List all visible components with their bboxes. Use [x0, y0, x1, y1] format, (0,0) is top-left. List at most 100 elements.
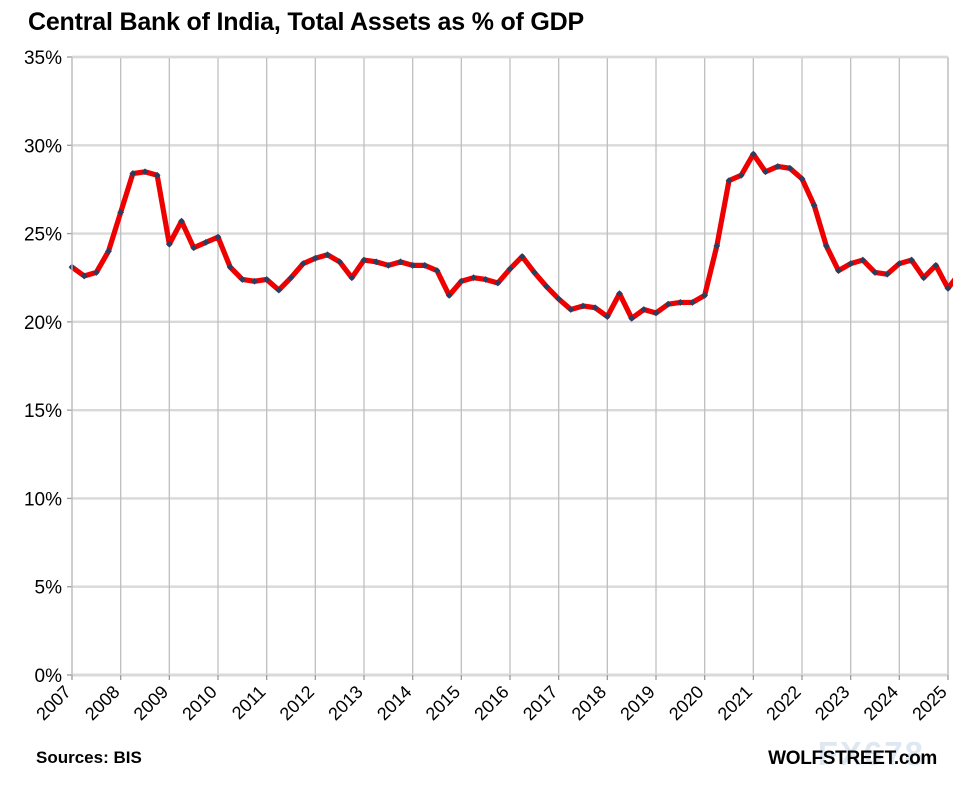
data-point-marker — [92, 269, 100, 276]
data-point-marker — [822, 242, 830, 250]
x-axis-tick-label: 2011 — [228, 682, 270, 724]
data-point-marker — [835, 267, 842, 275]
data-point-marker — [908, 256, 915, 264]
data-point-marker — [226, 263, 234, 271]
y-axis-tick-label: 35% — [24, 48, 62, 69]
data-point-marker — [348, 274, 356, 282]
y-axis-tick-label: 30% — [24, 136, 62, 157]
x-axis-tick-label: 2025 — [908, 682, 950, 724]
data-point-marker — [737, 171, 745, 179]
data-point-marker — [883, 270, 891, 278]
data-point-marker — [798, 175, 806, 183]
data-point-marker — [713, 242, 721, 250]
x-axis-tick-label: 2008 — [81, 682, 123, 724]
data-point-marker — [360, 256, 368, 264]
data-point-marker — [433, 267, 441, 275]
data-point-marker — [664, 300, 672, 308]
y-axis-tick-label: 5% — [35, 578, 63, 599]
y-axis-tick-label: 20% — [24, 313, 62, 334]
data-point-marker — [80, 272, 88, 280]
data-point-marker — [895, 260, 903, 267]
data-point-marker — [287, 274, 295, 282]
data-point-marker — [421, 261, 429, 269]
y-axis-tick-label: 25% — [24, 225, 62, 246]
data-point-marker — [202, 239, 210, 246]
data-point-marker — [652, 309, 660, 317]
data-point-marker — [275, 286, 283, 294]
data-point-marker — [506, 265, 514, 273]
data-point-marker — [263, 276, 271, 283]
data-point-marker — [786, 164, 794, 172]
data-point-marker — [445, 291, 453, 299]
data-markers — [68, 150, 952, 322]
data-point-marker — [628, 314, 636, 322]
brand-label: WOLFSTREET.com — [768, 748, 937, 769]
data-point-marker — [397, 258, 404, 266]
x-axis-tick-label: 2020 — [665, 682, 707, 724]
data-point-marker — [749, 150, 757, 158]
data-point-marker — [579, 302, 587, 310]
x-axis-tick-label: 2024 — [860, 682, 902, 724]
data-point-marker — [117, 208, 125, 216]
data-point-marker — [178, 217, 185, 225]
x-axis-tick-label: 2016 — [470, 682, 512, 724]
data-point-marker — [482, 276, 490, 283]
x-axis-tick-label: 2009 — [130, 682, 172, 724]
data-point-marker — [944, 284, 952, 292]
x-axis-tick-label: 2007 — [32, 682, 74, 724]
data-point-marker — [555, 295, 563, 303]
x-axis-tick-label: 2017 — [519, 682, 561, 724]
data-point-marker — [847, 260, 855, 267]
data-point-marker — [457, 277, 465, 285]
data-point-marker — [384, 261, 392, 269]
data-point-marker — [214, 233, 222, 241]
data-point-marker — [859, 256, 867, 264]
data-point-marker — [762, 168, 769, 176]
x-axis-tick-label: 2012 — [276, 682, 318, 724]
data-point-marker — [567, 306, 575, 313]
data-point-marker — [153, 171, 161, 179]
data-point-marker — [603, 313, 611, 320]
data-point-marker — [701, 291, 709, 299]
x-axis-tick-label: 2023 — [811, 682, 853, 724]
data-point-marker — [871, 269, 879, 276]
data-point-marker — [616, 290, 623, 298]
data-point-marker — [591, 304, 599, 312]
data-point-marker — [251, 277, 258, 285]
data-point-marker — [324, 251, 331, 259]
data-point-marker — [676, 299, 684, 306]
y-axis-tick-label: 10% — [24, 489, 62, 510]
x-axis-tick-label: 2010 — [178, 682, 220, 724]
data-point-marker — [299, 260, 307, 267]
data-point-marker — [725, 177, 733, 184]
data-point-marker — [311, 254, 319, 262]
x-axis-tick-label: 2018 — [568, 682, 610, 724]
data-point-marker — [518, 253, 526, 260]
data-point-marker — [689, 299, 696, 306]
data-point-marker — [105, 247, 112, 255]
data-point-marker — [129, 170, 137, 177]
y-axis-tick-label: 15% — [24, 401, 62, 422]
data-point-marker — [190, 244, 198, 252]
x-axis-tick-label: 2013 — [324, 682, 366, 724]
data-point-marker — [920, 274, 928, 282]
data-point-marker — [810, 201, 818, 209]
sources-label: Sources: BIS — [36, 748, 142, 767]
x-axis-tick-label: 2015 — [422, 682, 464, 724]
data-point-marker — [470, 274, 477, 282]
data-point-marker — [640, 306, 648, 313]
page-title: Central Bank of India, Total Assets as %… — [28, 8, 584, 36]
data-point-marker — [530, 269, 538, 276]
x-axis-tick-label: 2019 — [616, 682, 658, 724]
y-axis-tick-label: 0% — [35, 666, 63, 687]
x-axis-tick-label: 2022 — [762, 682, 804, 724]
x-axis-tick-label: 2021 — [714, 682, 756, 724]
data-point-marker — [141, 168, 149, 176]
data-point-marker — [774, 163, 782, 170]
data-point-marker — [932, 261, 940, 269]
data-point-marker — [238, 276, 246, 283]
data-point-marker — [543, 283, 550, 290]
data-point-marker — [336, 258, 344, 266]
